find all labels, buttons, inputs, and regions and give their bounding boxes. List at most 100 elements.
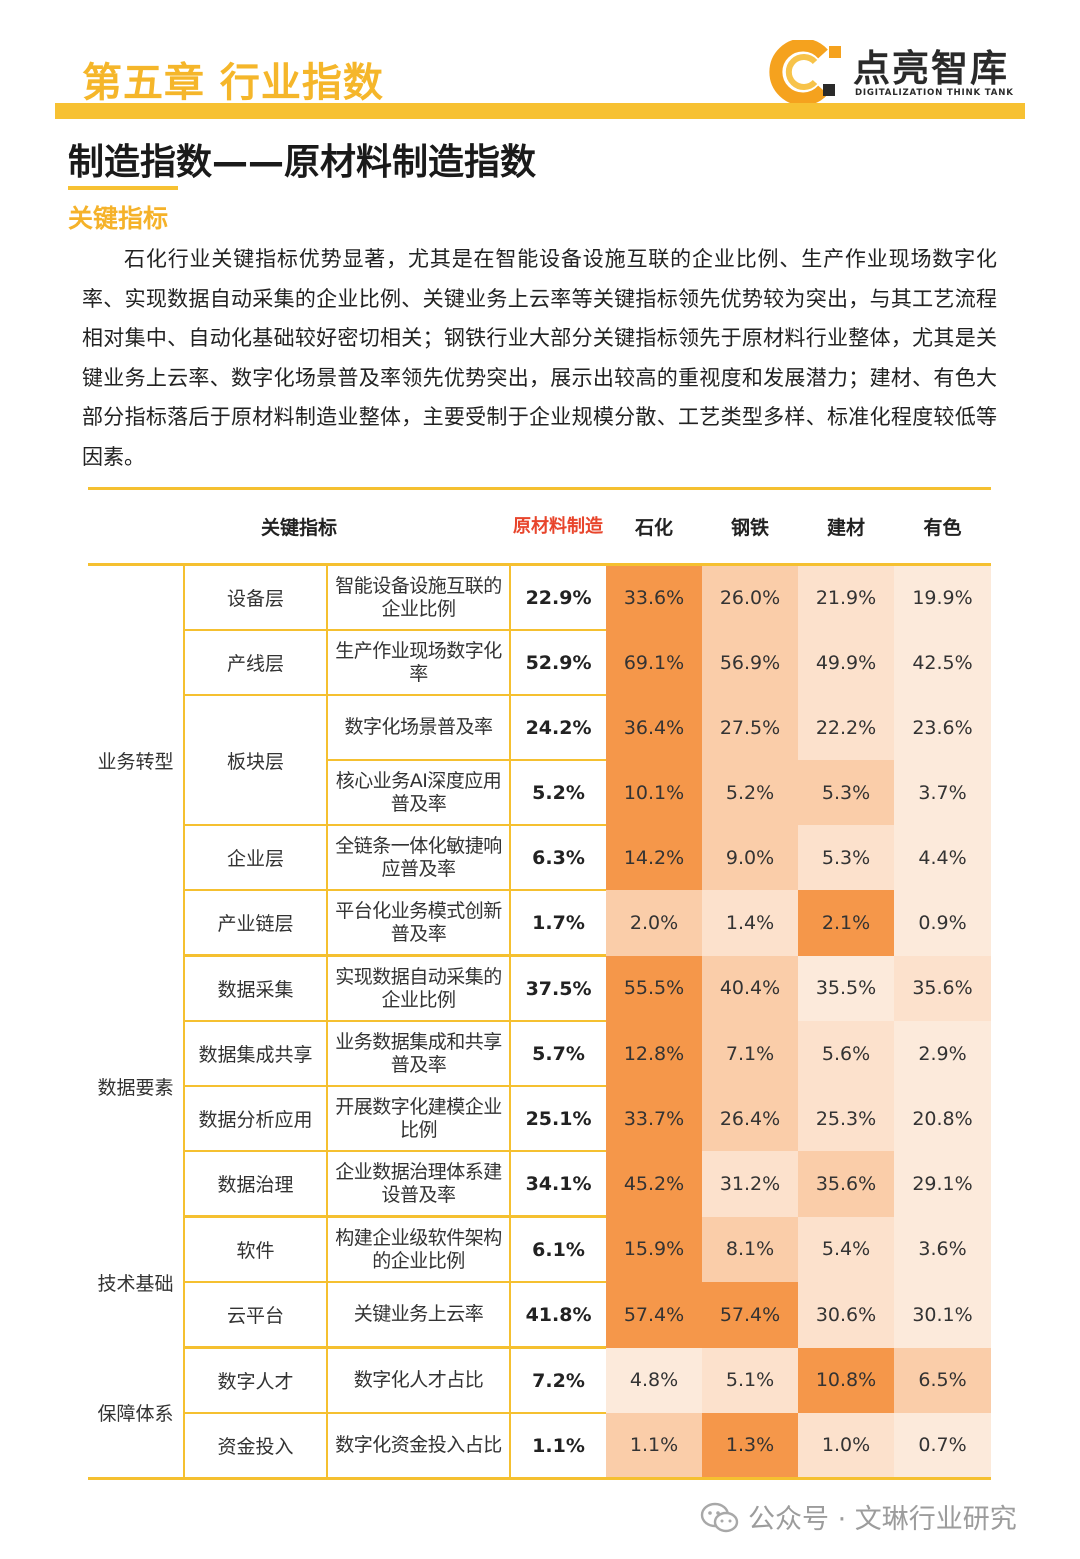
building-value-cell: 22.2% [798, 695, 895, 760]
table-row: 板块层 数字化场景普及率 24.2% 36.4% 27.5% 22.2% 23.… [88, 695, 992, 826]
nonferrous-value-cell: 3.7% [894, 760, 992, 825]
overall-value-cell: 6.3% [510, 825, 607, 891]
table-row: 产线层 生产作业现场数字化率 52.9% 69.1% 56.9% 49.9% 4… [88, 630, 992, 696]
overall-value-cell: 1.1% [532, 1434, 585, 1457]
steel-value-cell: 9.0% [702, 825, 799, 890]
nonferrous-value-cell: 35.6% [894, 955, 992, 1021]
sub-dimension-cell: 板块层 [184, 695, 328, 826]
steel-value-cell: 40.4% [702, 955, 799, 1021]
indicator-cell: 数字化资金投入占比 [327, 1413, 512, 1479]
steel-value-cell: 56.9% [702, 630, 799, 695]
table-row: 企业层 全链条一体化敏捷响应普及率 6.3% 14.2% 9.0% 5.3% 4… [88, 825, 992, 891]
indicator-cell: 关键业务上云率 [327, 1282, 512, 1349]
dimension-cell: 保障体系 [88, 1347, 185, 1479]
table-row: 数据集成共享 业务数据集成和共享普及率 5.7% 12.8% 7.1% 5.6%… [88, 1021, 992, 1087]
body-paragraph: 石化行业关键指标优势显著，尤其是在智能设备设施互联的企业比例、生产作业现场数字化… [82, 247, 997, 469]
petro-value-cell: 33.7% [606, 1086, 703, 1151]
table-row: 技术基础 软件 构建企业级软件架构的企业比例 6.1% 15.9% 8.1% 5… [88, 1216, 992, 1348]
indicator-cell: 数字化人才占比 [327, 1347, 512, 1414]
petro-value-cell: 14.2% [606, 825, 703, 890]
nonferrous-value-cell: 2.9% [894, 1021, 992, 1086]
building-value-cell: 35.5% [798, 955, 895, 1021]
petro-value-cell: 1.1% [606, 1413, 703, 1479]
logo-name: 点亮智库 [853, 47, 1009, 90]
indicator-cell: 数字化场景普及率 [327, 695, 512, 761]
watermark-text: 公众号 · 文琳行业研究 [748, 1504, 1017, 1535]
steel-value-cell: 1.4% [702, 890, 799, 956]
wechat-icon [700, 1502, 739, 1533]
brand-logo: 点亮智库 DIGITALIZATION THINK TANK [765, 38, 1035, 104]
petro-value-cell: 12.8% [606, 1021, 703, 1086]
petro-value-cell: 4.8% [606, 1347, 703, 1413]
dimension-cell: 业务转型 [88, 564, 185, 956]
dimension-cell: 技术基础 [88, 1216, 185, 1348]
sub-dimension-cell: 数据分析应用 [184, 1086, 328, 1152]
overall-value-cell: 41.8% [510, 1282, 607, 1349]
indicator-cell: 构建企业级软件架构的企业比例 [327, 1216, 512, 1283]
table-row: 保障体系 数字人才 数字化人才占比 7.2% 4.8% 5.1% 10.8% 6… [88, 1347, 992, 1479]
sub-dimension-cell: 数据采集 [184, 955, 328, 1022]
overall-value-cell: 25.1% [510, 1086, 607, 1152]
petro-value-cell: 69.1% [606, 630, 703, 695]
sub-dimension-cell: 云平台 [184, 1282, 328, 1349]
overall-value-cell: 24.2% [510, 695, 607, 761]
logo-subtitle: DIGITALIZATION THINK TANK [855, 88, 1014, 98]
indicator-cell: 生产作业现场数字化率 [327, 630, 512, 696]
logo-mark-icon [769, 40, 841, 104]
sub-dimension-cell: 产业链层 [184, 890, 328, 957]
steel-value-cell: 27.5% [702, 695, 799, 760]
building-value-cell: 5.3% [798, 825, 895, 890]
indicator-cell: 核心业务AI深度应用普及率 [327, 760, 512, 826]
table-row: 产业链层 平台化业务模式创新普及率 1.7% 2.0% 1.4% 2.1% 0.… [88, 890, 992, 957]
overall-value-cell: 5.2% [510, 760, 607, 826]
nonferrous-value-cell: 42.5% [894, 630, 992, 695]
sub-dimension-cell: 企业层 [184, 825, 328, 891]
indicator-table: 关键指标 原材料制造 石化 钢铁 建材 有色 业务转型 设备层 智能设备设施互联… [88, 487, 992, 1480]
section-title: 制造指数——原材料制造指数 [68, 142, 537, 183]
nonferrous-value-cell: 23.6% [894, 695, 992, 760]
dimension-cell: 数据要素 [88, 955, 185, 1217]
sub-dimension-cell: 设备层 [184, 564, 328, 631]
overall-value-cell: 7.2% [510, 1347, 607, 1414]
building-value-cell: 21.9% [798, 564, 895, 630]
header-indicator: 关键指标 [88, 488, 511, 566]
building-value-cell: 35.6% [798, 1151, 895, 1217]
sub-dimension-cell: 资金投入 [184, 1413, 328, 1479]
overall-value-cell: 34.1% [510, 1151, 607, 1218]
building-value-cell: 2.1% [798, 890, 895, 956]
petro-value-cell: 57.4% [606, 1282, 703, 1348]
petro-value-cell: 10.1% [606, 760, 703, 825]
nonferrous-value-cell: 29.1% [894, 1151, 992, 1217]
nonferrous-value-cell: 3.6% [894, 1216, 992, 1282]
header-steel: 钢铁 [702, 488, 799, 566]
indicator-cell: 开展数字化建模企业比例 [327, 1086, 512, 1152]
sub-dimension-cell: 数据治理 [184, 1151, 328, 1218]
building-value-cell: 1.0% [798, 1413, 895, 1479]
steel-value-cell: 26.0% [702, 564, 799, 630]
building-value-cell: 5.6% [798, 1021, 895, 1086]
nonferrous-value-cell: 20.8% [894, 1086, 992, 1151]
petro-value-cell: 45.2% [606, 1151, 703, 1217]
petro-value-cell: 55.5% [606, 955, 703, 1021]
header-divider [55, 103, 1025, 119]
subsection-title: 关键指标 [68, 204, 169, 233]
sub-dimension-cell: 产线层 [184, 630, 328, 696]
table-header-row: 关键指标 原材料制造 石化 钢铁 建材 有色 [88, 488, 992, 566]
overall-value-cell: 52.9% [510, 630, 607, 696]
overall-value-cell: 37.5% [510, 955, 607, 1022]
chapter-title: 第五章 行业指数 [82, 60, 384, 106]
steel-value-cell: 5.1% [702, 1347, 799, 1413]
table-row: 数据要素 数据采集 实现数据自动采集的企业比例 37.5% 55.5% 40.4… [88, 955, 992, 1217]
steel-value-cell: 7.1% [702, 1021, 799, 1086]
watermark: 公众号 · 文琳行业研究 [700, 1497, 1060, 1537]
steel-value-cell: 1.3% [702, 1413, 799, 1479]
table-row: 核心业务AI深度应用普及率 5.2% 10.1% 5.2% 5.3% 3.7% [88, 760, 992, 826]
steel-value-cell: 5.2% [702, 760, 799, 825]
header-nonferrous: 有色 [894, 488, 992, 566]
building-value-cell: 25.3% [798, 1086, 895, 1151]
table-row: 数据分析应用 开展数字化建模企业比例 25.1% 33.7% 26.4% 25.… [88, 1086, 992, 1152]
title-underline [68, 186, 178, 190]
indicator-cell: 平台化业务模式创新普及率 [327, 890, 512, 957]
sub-dimension-cell: 软件 [184, 1216, 328, 1283]
petro-value-cell: 36.4% [606, 695, 703, 760]
